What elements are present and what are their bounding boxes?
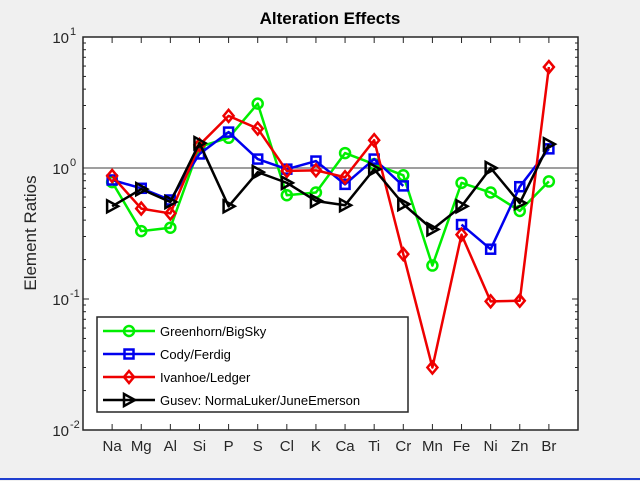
- x-tick-label: K: [311, 438, 321, 455]
- data-point-circle: [280, 188, 294, 202]
- data-point-diamond: [280, 162, 294, 179]
- x-tick-label: Br: [541, 438, 556, 455]
- data-point-circle: [338, 146, 352, 160]
- legend-box: [96, 316, 409, 413]
- data-point-circle: [484, 186, 497, 199]
- data-point-triangle: [513, 194, 529, 212]
- data-point-triangle: [280, 174, 296, 191]
- data-point-triangle: [105, 198, 121, 215]
- data-point-triangle: [367, 161, 383, 178]
- series-line: [111, 141, 551, 231]
- series-line: [460, 148, 550, 251]
- data-point-triangle: [542, 136, 558, 153]
- x-tick-label: Zn: [511, 438, 529, 455]
- data-point-triangle: [122, 391, 138, 409]
- x-tick-label: Mn: [422, 438, 443, 455]
- series-line: [111, 66, 551, 369]
- window-bottom-border: [0, 478, 640, 480]
- data-point-diamond: [105, 167, 119, 184]
- data-point-diamond: [484, 293, 498, 310]
- x-tick-label: Ni: [484, 438, 498, 455]
- data-point-triangle: [193, 134, 209, 152]
- data-point-diamond: [425, 359, 440, 376]
- x-tick-label: Fe: [453, 438, 471, 455]
- data-point-circle: [542, 175, 556, 188]
- series-line: [111, 130, 405, 202]
- y-tick-label: 10: [52, 292, 69, 309]
- y-tick-label: 10: [52, 30, 69, 47]
- legend-label: Ivanhoe/Ledger: [160, 370, 251, 385]
- x-tick-label: P: [224, 438, 234, 455]
- data-point-square: [484, 243, 497, 255]
- data-point-square: [514, 180, 526, 193]
- x-tick-label: Cr: [395, 438, 411, 455]
- data-point-diamond: [542, 59, 556, 75]
- data-point-square: [222, 126, 235, 138]
- data-point-diamond: [221, 107, 236, 124]
- data-point-triangle: [484, 159, 500, 177]
- chart-title: Alteration Effects: [260, 9, 401, 28]
- legend-label: Greenhorn/BigSky: [160, 324, 267, 339]
- data-point-circle: [426, 259, 439, 272]
- y-axis-label: Element Ratios: [21, 175, 40, 290]
- x-tick-label: Cl: [280, 438, 294, 455]
- data-point-triangle: [164, 193, 179, 211]
- data-point-diamond: [454, 226, 469, 243]
- x-tick-label: Mg: [131, 438, 152, 455]
- legend-label: Cody/Ferdig: [160, 347, 231, 362]
- data-point-triangle: [338, 197, 354, 214]
- x-tick-label: Na: [103, 438, 123, 455]
- data-point-diamond: [396, 246, 410, 263]
- x-tick-label: Al: [164, 438, 177, 455]
- x-tick-label: Si: [193, 438, 206, 455]
- data-point-square: [123, 348, 135, 360]
- data-point-triangle: [251, 164, 267, 181]
- y-tick-label-exponent: -2: [70, 419, 80, 431]
- y-tick-label-exponent: 0: [70, 157, 76, 169]
- data-point-diamond: [338, 169, 352, 186]
- x-tick-label: Ti: [368, 438, 380, 455]
- y-tick-label: 10: [52, 423, 69, 440]
- y-tick-label: 10: [52, 161, 69, 178]
- data-point-diamond: [513, 292, 527, 309]
- data-point-circle: [455, 176, 468, 190]
- y-tick-label-exponent: 1: [70, 26, 76, 38]
- y-tick-label-exponent: -1: [70, 288, 80, 300]
- legend-label: Gusev: NormaLuker/JuneEmerson: [160, 393, 360, 408]
- data-point-triangle: [134, 181, 150, 198]
- data-point-square: [339, 178, 351, 191]
- x-tick-label: Ca: [335, 438, 355, 455]
- data-point-triangle: [397, 196, 412, 213]
- data-point-diamond: [134, 200, 148, 217]
- data-point-square: [251, 153, 264, 165]
- data-point-circle: [251, 97, 264, 110]
- data-point-diamond: [251, 120, 265, 137]
- data-point-diamond: [309, 162, 323, 179]
- data-point-square: [397, 180, 410, 192]
- legend: Greenhorn/BigSky Cody/Ferdig Ivanhoe/Ledge…: [96, 316, 409, 413]
- data-point-circle: [134, 224, 148, 238]
- data-point-triangle: [222, 198, 238, 215]
- data-point-triangle: [426, 221, 442, 238]
- data-point-diamond: [122, 369, 136, 385]
- data-point-diamond: [367, 132, 381, 149]
- data-point-circle: [122, 324, 136, 338]
- data-point-circle: [164, 221, 177, 234]
- x-tick-label: S: [253, 438, 263, 455]
- data-point-triangle: [309, 192, 325, 210]
- data-point-triangle: [455, 198, 471, 215]
- plot-frame: [82, 36, 579, 431]
- data-point-diamond: [163, 205, 177, 222]
